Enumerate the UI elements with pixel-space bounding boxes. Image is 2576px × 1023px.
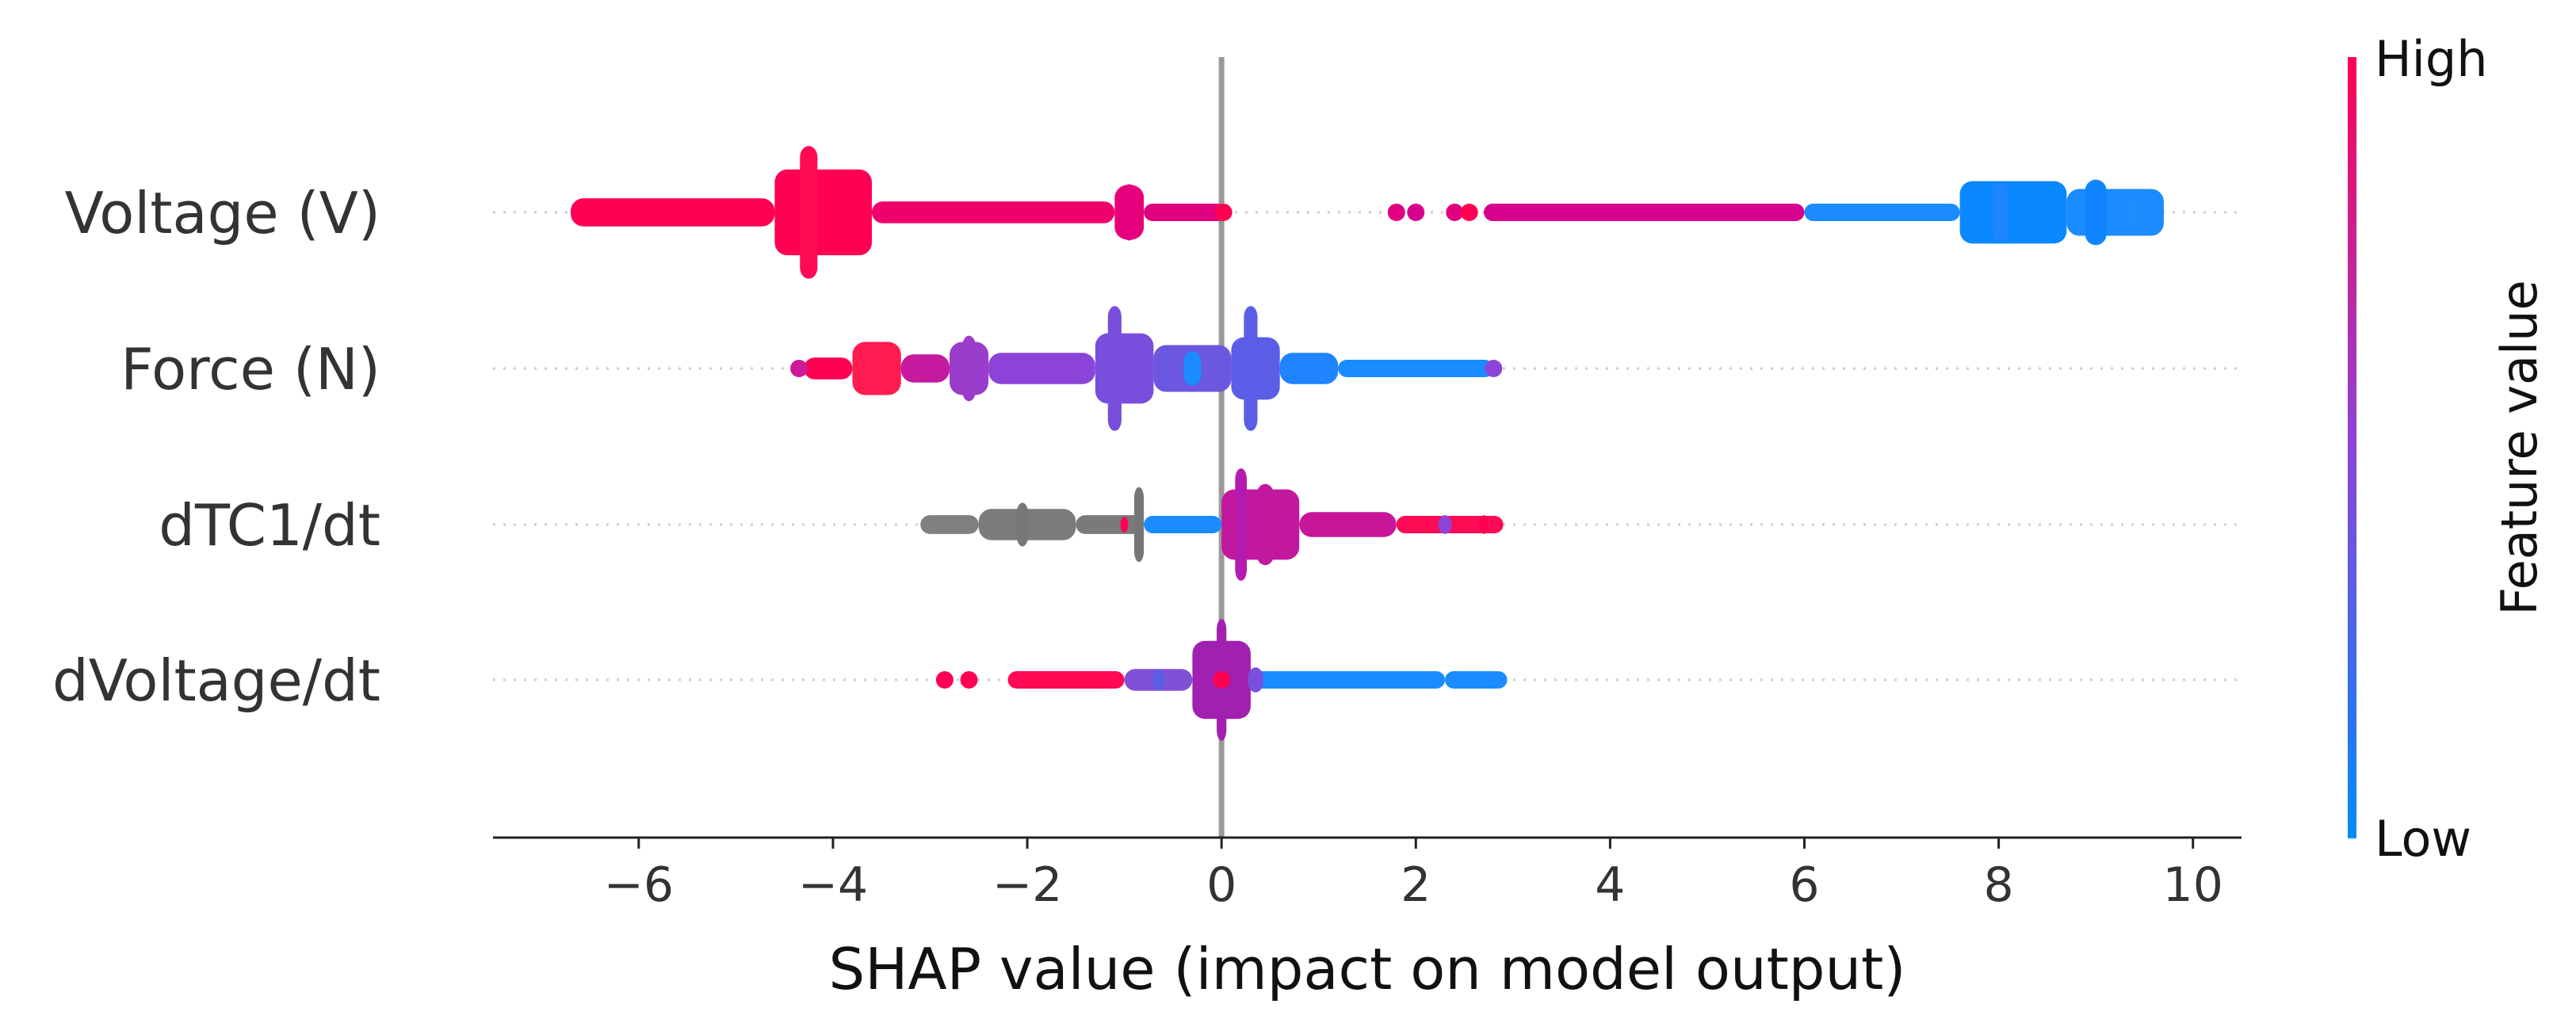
swarm-point [1485, 360, 1503, 377]
beeswarm-marks [571, 146, 2164, 741]
swarm-segment [900, 354, 950, 383]
swarm-segment [1250, 671, 1446, 689]
swarm-cluster [2128, 193, 2141, 232]
swarm-cluster [1120, 517, 1129, 532]
swarm-cluster [1016, 502, 1029, 547]
swarm-segment [871, 201, 1115, 223]
swarm-cluster [800, 146, 818, 279]
x-axis-ticks: −6 −4 −2 0 2 4 6 8 10 [604, 838, 2223, 913]
x-tick-label: −4 [798, 857, 868, 913]
x-axis-label: SHAP value (impact on model output) [829, 936, 1906, 1002]
swarm-segment [2066, 189, 2164, 236]
x-tick-label: 0 [1206, 857, 1236, 913]
swarm-segment [1484, 204, 1805, 221]
swarm-segment [1144, 516, 1222, 533]
colorbar-low-label: Low [2375, 810, 2471, 868]
swarm-segment [1338, 360, 1494, 377]
swarm-cluster [1121, 184, 1137, 241]
swarm-point [790, 360, 808, 377]
swarm-segment [1095, 333, 1154, 404]
swarm-segment [1076, 515, 1145, 534]
swarm-segment [1144, 204, 1227, 221]
colorbar: High Low Feature value [2348, 30, 2548, 868]
x-tick-label: 6 [1789, 857, 1819, 913]
swarm-cluster [1235, 468, 1248, 581]
x-tick-label: 10 [2163, 857, 2223, 913]
swarm-point [1470, 671, 1488, 689]
swarm-cluster [1183, 351, 1202, 386]
swarm-point [935, 671, 954, 689]
swarm-cluster [2085, 179, 2107, 246]
swarm-point [1460, 204, 1478, 221]
swarm-point [960, 671, 978, 689]
swarm-point [1407, 204, 1425, 221]
swarm-cluster [1107, 306, 1122, 431]
feature-label: dTC1/dt [159, 492, 380, 559]
x-tick-label: 4 [1595, 857, 1625, 913]
x-tick-label: 8 [1984, 857, 2014, 913]
swarm-point [1213, 671, 1231, 689]
x-tick-label: −6 [604, 857, 674, 913]
row-gridlines [493, 211, 2242, 681]
swarm-cluster [1478, 515, 1489, 534]
swarm-segment [1959, 181, 2067, 244]
swarm-point [1489, 671, 1508, 689]
swarm-cluster [1244, 306, 1258, 431]
swarm-cluster [1248, 667, 1263, 693]
swarm-cluster [961, 335, 977, 402]
swarm-segment [1804, 204, 1960, 221]
swarm-segment [1279, 353, 1339, 384]
swarm-point [814, 360, 832, 377]
feature-label: Force (N) [120, 336, 380, 403]
swarm-cluster [1438, 515, 1452, 534]
swarm-point [1446, 204, 1464, 221]
swarm-cluster [1152, 669, 1164, 691]
plot-area: Voltage (V) Force (N) dTC1/dt dVoltage/dt −… [52, 57, 2242, 1002]
swarm-point [1387, 204, 1405, 221]
swarm-cluster [870, 342, 883, 395]
x-tick-label: −2 [992, 857, 1062, 913]
swarm-segment [1007, 671, 1125, 689]
feature-labels: Voltage (V) Force (N) dTC1/dt dVoltage/dt [52, 180, 380, 714]
swarm-cluster [1993, 182, 2008, 242]
swarm-segment [920, 515, 979, 534]
colorbar-title: Feature value [2490, 280, 2548, 615]
feature-label: dVoltage/dt [52, 647, 380, 714]
swarm-point [1214, 204, 1233, 221]
swarm-segment [988, 353, 1095, 384]
colorbar-high-label: High [2375, 30, 2488, 88]
x-tick-label: 2 [1401, 857, 1431, 913]
swarm-segment [571, 198, 775, 227]
swarm-segment [1299, 512, 1397, 537]
swarm-cluster [1256, 483, 1275, 566]
swarm-segment [774, 169, 872, 256]
feature-label: Voltage (V) [65, 180, 380, 246]
colorbar-gradient [2348, 57, 2356, 838]
swarm-cluster [1133, 487, 1145, 563]
